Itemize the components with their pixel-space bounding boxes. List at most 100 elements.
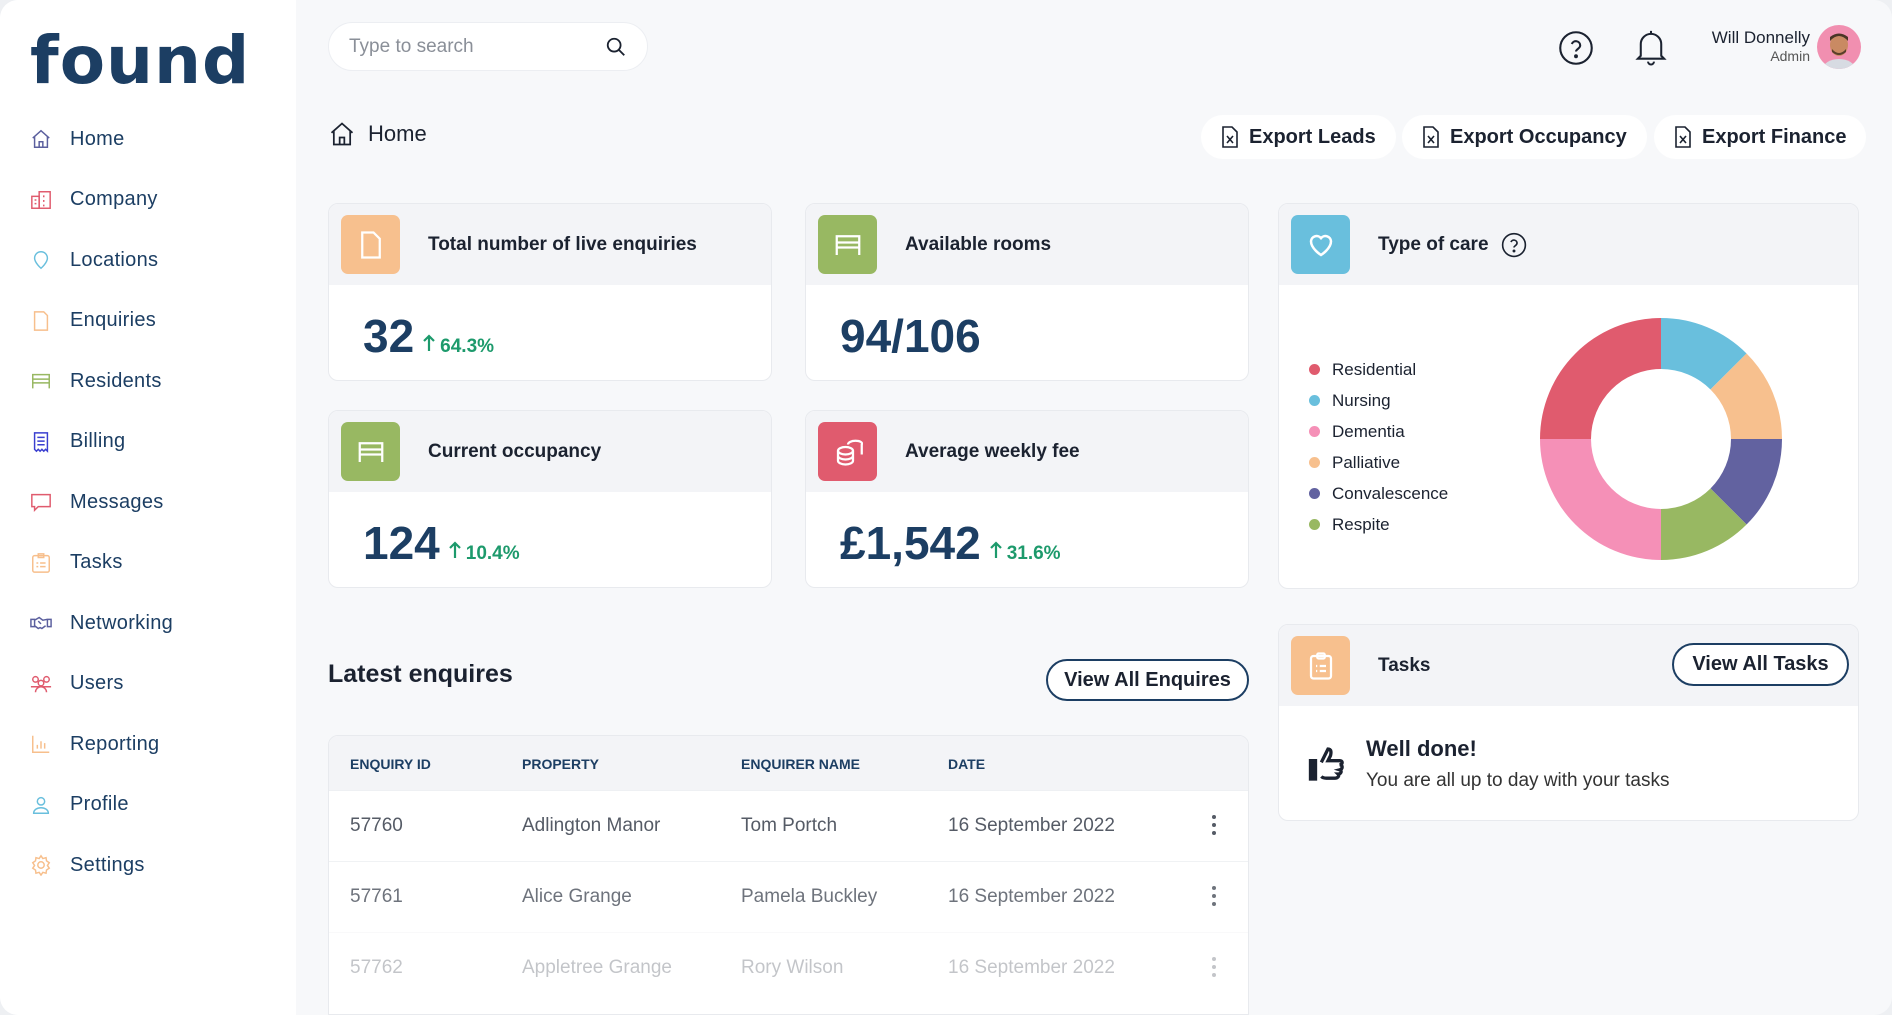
sidebar-item-reporting[interactable]: Reporting (30, 724, 159, 764)
search-input[interactable] (349, 35, 605, 58)
export-button-finance[interactable]: Export Finance (1654, 115, 1867, 159)
stat-title: Average weekly fee (905, 440, 1080, 462)
export-button-leads[interactable]: Export Leads (1201, 115, 1396, 159)
home-icon (330, 122, 354, 146)
sidebar-item-label: Company (70, 188, 158, 210)
legend-label: Nursing (1332, 390, 1391, 410)
latest-enquiries-title: Latest enquires (328, 660, 513, 688)
legend-swatch (1309, 395, 1320, 406)
sidebar-item-profile[interactable]: Profile (30, 785, 129, 825)
table-cell: 16 September 2022 (948, 815, 1115, 836)
gear-icon (31, 854, 51, 876)
receipt-icon (33, 431, 49, 453)
sidebar-item-networking[interactable]: Networking (30, 603, 173, 643)
sidebar-item-label: Tasks (70, 551, 123, 573)
donut-slice-respite[interactable] (1661, 488, 1747, 560)
tasks-title: Tasks (1378, 654, 1431, 676)
building-icon (31, 190, 51, 209)
view-all-enquiries-button[interactable]: View All Enquires (1046, 659, 1249, 701)
stat-card: Total number of live enquiries 32 64.3% (328, 203, 772, 381)
legend-item: Nursing (1309, 385, 1448, 416)
donut-slice-residential[interactable] (1540, 318, 1661, 439)
donut-slice-palliative[interactable] (1710, 353, 1782, 439)
sidebar-item-settings[interactable]: Settings (30, 845, 145, 885)
user-role: Admin (1770, 48, 1810, 64)
users-icon (30, 675, 52, 692)
search-box[interactable] (328, 22, 648, 71)
table-row[interactable]: 57762 Appletree Grange Rory Wilson 16 Septe… (329, 932, 1248, 1003)
donut-slice-dementia[interactable] (1540, 439, 1661, 560)
table-cell: 57762 (350, 957, 403, 978)
table-cell: Alice Grange (522, 886, 632, 907)
more-options-icon[interactable] (1211, 955, 1217, 979)
document-icon (33, 310, 49, 331)
stat-badge (341, 215, 400, 274)
bell-icon[interactable] (1633, 28, 1669, 66)
table-header: ENQUIRY ID PROPERTY ENQUIRER NAME DATE (329, 736, 1248, 790)
legend-label: Palliative (1332, 452, 1401, 472)
table-cell: Rory Wilson (741, 957, 844, 978)
legend-label: Convalescence (1332, 483, 1449, 503)
legend-label: Respite (1332, 514, 1390, 534)
table-row[interactable]: 57761 Alice Grange Pamela Buckley 16 Septem… (329, 861, 1248, 932)
column-header[interactable]: ENQUIRY ID (350, 756, 431, 772)
more-options-icon[interactable] (1211, 884, 1217, 908)
tasks-card: Tasks View All Tasks Well done! You are … (1278, 624, 1859, 821)
excel-file-icon (1222, 126, 1238, 148)
help-icon[interactable] (1501, 232, 1527, 258)
legend-swatch (1309, 519, 1320, 530)
bar-chart-icon (32, 735, 50, 753)
table-cell: 57761 (350, 886, 403, 907)
sidebar-item-tasks[interactable]: Tasks (30, 543, 123, 583)
export-button-occupancy[interactable]: Export Occupancy (1402, 115, 1647, 159)
stat-card: Average weekly fee £1,542 31.6% (805, 410, 1249, 588)
sidebar-item-users[interactable]: Users (30, 664, 124, 704)
stat-delta: 64.3% (440, 336, 495, 357)
enquiries-table: ENQUIRY ID PROPERTY ENQUIRER NAME DATE 5… (328, 735, 1249, 1015)
bed-icon (358, 441, 383, 462)
table-cell: 57760 (350, 815, 403, 836)
sidebar-item-home[interactable]: Home (30, 119, 125, 159)
heart-icon (1309, 234, 1332, 256)
table-cell: Adlington Manor (522, 815, 661, 836)
column-header[interactable]: PROPERTY (522, 756, 600, 772)
bed-icon (835, 234, 860, 255)
legend-item: Respite (1309, 509, 1448, 540)
sidebar-item-messages[interactable]: Messages (30, 482, 164, 522)
column-header[interactable]: DATE (948, 756, 986, 772)
column-header[interactable]: ENQUIRER NAME (741, 756, 861, 772)
sidebar-item-enquiries[interactable]: Enquiries (30, 301, 156, 341)
view-all-tasks-button[interactable]: View All Tasks (1672, 643, 1849, 686)
legend-item: Residential (1309, 354, 1448, 385)
sidebar-item-locations[interactable]: Locations (30, 240, 158, 280)
user-menu[interactable]: Will Donnelly Admin (1712, 28, 1810, 64)
sidebar-item-billing[interactable]: Billing (30, 422, 125, 462)
stat-badge (818, 215, 877, 274)
stat-title: Current occupancy (428, 440, 602, 462)
sidebar-item-residents[interactable]: Residents (30, 361, 162, 401)
legend-swatch (1309, 426, 1320, 437)
search-icon[interactable] (605, 36, 627, 58)
legend-swatch (1309, 457, 1320, 468)
stat-title: Total number of live enquiries (428, 233, 697, 255)
sidebar-item-label: Enquiries (70, 309, 157, 331)
legend-item: Convalescence (1309, 478, 1448, 509)
stat-title: Available rooms (905, 233, 1052, 255)
stat-value: 124 (363, 517, 440, 569)
stat-badge (818, 422, 877, 481)
user-icon (32, 796, 50, 814)
help-icon[interactable] (1558, 30, 1594, 66)
avatar[interactable] (1817, 25, 1861, 69)
donut-slice-convalescence[interactable] (1710, 439, 1782, 525)
care-title: Type of care (1378, 233, 1489, 255)
table-row[interactable]: 57760 Adlington Manor Tom Portch 16 Septemb… (329, 790, 1248, 861)
sidebar-item-label: Reporting (70, 732, 160, 755)
sidebar-item-company[interactable]: Company (30, 180, 158, 220)
sidebar-item-label: Users (70, 672, 124, 694)
handshake-icon (30, 616, 52, 630)
more-options-icon[interactable] (1211, 813, 1217, 837)
donut-slice-nursing[interactable] (1661, 318, 1747, 390)
sidebar-item-label: Billing (70, 430, 126, 452)
stat-value: 32 (363, 310, 415, 362)
